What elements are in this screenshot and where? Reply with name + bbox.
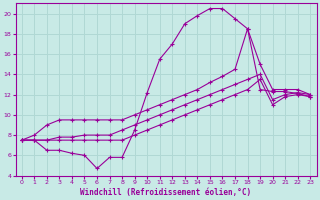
X-axis label: Windchill (Refroidissement éolien,°C): Windchill (Refroidissement éolien,°C)	[80, 188, 252, 197]
